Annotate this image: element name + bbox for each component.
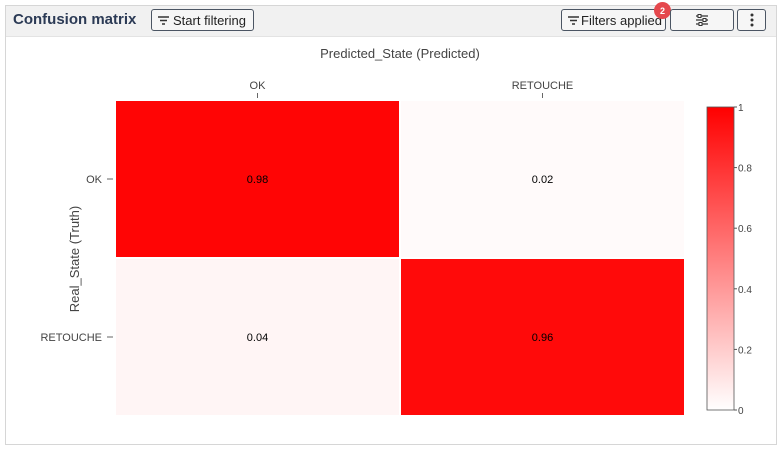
colorbar-tick-label: 0 [738,406,744,417]
cell-value-label: 0.96 [532,332,553,344]
colorbar [706,106,735,411]
y-axis-title: Real_State (Truth) [67,206,82,312]
start-filtering-button[interactable]: Start filtering [151,9,254,31]
x-axis-title: Predicted_State (Predicted) [320,46,480,61]
x-tick-label: OK [250,80,267,92]
panel-title: Confusion matrix [13,11,137,28]
heatmap-cell [116,259,399,415]
heatmap-cells: 0.98 0.02 0.04 0.96 [116,101,684,415]
heatmap-cell [116,101,399,257]
colorbar-tick-label: 0.4 [738,285,752,296]
colorbar-tick-label: 0.8 [738,164,752,175]
x-tick-labels: OK RETOUCHE [250,80,574,98]
cell-value-label: 0.04 [247,332,268,344]
colorbar-tick-label: 0.6 [738,224,752,235]
cell-value-label: 0.98 [247,174,268,186]
heatmap-cell [401,101,684,257]
more-options-button[interactable] [737,9,766,31]
colorbar-ticks: 0 0.2 0.4 0.6 0.8 1 [734,103,752,417]
more-vertical-icon [750,13,754,27]
x-tick-label: RETOUCHE [512,80,574,92]
filters-applied-button[interactable]: Filters applied [561,9,666,31]
y-tick-labels: OK RETOUCHE [40,174,113,344]
start-filtering-label: Start filtering [173,12,246,28]
y-tick-label: RETOUCHE [40,332,102,344]
cell-value-label: 0.02 [532,174,553,186]
sliders-icon [695,14,709,26]
filters-applied-label: Filters applied [581,12,662,28]
colorbar-tick-label: 1 [738,103,744,114]
heatmap-cell [401,259,684,415]
panel-header: Confusion matrix Start filtering Filters… [6,2,776,37]
filter-icon [568,15,579,25]
filters-count-badge: 2 [654,2,671,19]
chart-settings-button[interactable] [670,9,734,31]
filter-icon [158,15,169,25]
colorbar-tick-label: 0.2 [738,345,752,356]
y-tick-label: OK [86,174,103,186]
